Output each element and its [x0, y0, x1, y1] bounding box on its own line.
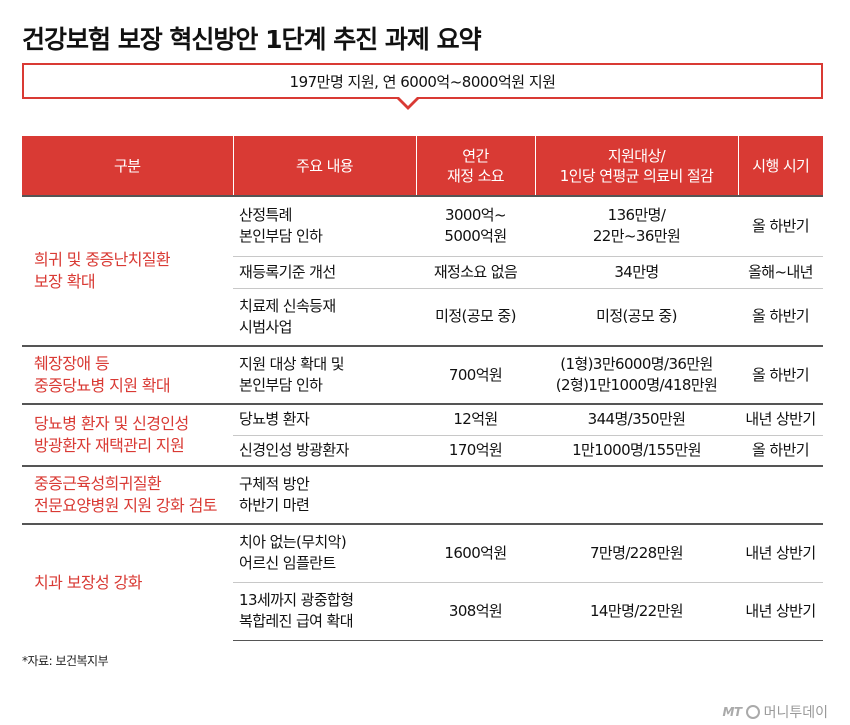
content-cell: 당뇨병 환자 — [233, 403, 416, 435]
header-cost-line2: 재정 소요 — [447, 166, 505, 185]
content-line: 복합레진 급여 확대 — [239, 612, 354, 630]
category-line: 희귀 및 중증난치질환 — [34, 250, 171, 269]
content-line: 지원 대상 확대 및 — [239, 355, 345, 373]
category-line: 췌장장애 등 — [34, 354, 110, 373]
page-title: 건강보험 보장 혁신방안 1단계 추진 과제 요약 — [22, 25, 482, 54]
target-cell: 14만명/22만원 — [535, 581, 738, 641]
category-line: 전문요양병원 지원 강화 검토 — [34, 496, 218, 515]
target-cell — [535, 465, 738, 524]
summary-callout: 197만명 지원, 연 6000억~8000억원 지원 — [22, 63, 823, 99]
target-cell: 1만1000명/155만원 — [535, 434, 738, 466]
category-line: 당뇨병 환자 및 신경인성 — [34, 414, 189, 433]
header-category: 구분 — [22, 136, 233, 196]
content-line: 본인부담 인하 — [239, 227, 323, 246]
content-line: 치료제 신속등재 — [239, 296, 336, 315]
content-line: 하반기 마련 — [239, 496, 310, 514]
cost-line: 3000억~ — [445, 206, 507, 225]
cost-cell: 308억원 — [416, 581, 535, 641]
table-header-row: 구분 주요 내용 연간 재정 소요 지원대상/1인당 연평균 의료비 절감 시행 … — [22, 136, 823, 196]
timing-cell — [738, 465, 823, 524]
target-line: 136만명/ — [607, 206, 666, 225]
table-row: 재등록기준 개선 재정소요 없음 34만명 올해~내년 — [22, 255, 823, 288]
target-cell: 미정(공모 중) — [535, 287, 738, 346]
table-row: 신경인성 방광환자 170억원 1만1000명/155만원 올 하반기 — [22, 434, 823, 466]
header-cost: 연간 재정 소요 — [415, 136, 535, 196]
header-content: 주요 내용 — [232, 136, 416, 196]
cost-cell: 1600억원 — [416, 523, 535, 582]
watermark-name: 머니투데이 — [763, 705, 828, 721]
category-dental: 치과 보장성 강화 — [22, 523, 233, 640]
summary-table: 구분 주요 내용 연간 재정 소요 지원대상/1인당 연평균 의료비 절감 시행 … — [22, 136, 823, 641]
target-line: (2형)1만1000명/418만원 — [555, 376, 718, 394]
table-row: 치과 보장성 강화 치아 없는(무치악) 어르신 임플란트 1600억원 7만명/… — [22, 523, 823, 640]
timing-cell: 올 하반기 — [738, 434, 823, 466]
timing-cell: 내년 상반기 — [738, 523, 823, 582]
category-line: 중증당뇨병 지원 확대 — [34, 376, 171, 395]
content-line: 산정특례 — [239, 206, 292, 225]
timing-cell: 올해~내년 — [738, 255, 823, 288]
callout-text: 197만명 지원, 연 6000억~8000억원 지원 — [289, 72, 556, 91]
content-line: 치아 없는(무치악) — [239, 533, 347, 552]
category-line: 중증근육성희귀질환 — [34, 474, 162, 493]
content-line: 본인부담 인하 — [239, 376, 323, 394]
content-cell: 재등록기준 개선 — [233, 255, 416, 288]
cost-cell: 700억원 — [416, 345, 535, 404]
cost-line: 5000억원 — [444, 227, 507, 246]
target-cell: 34만명 — [535, 255, 738, 288]
content-line: 13세까지 광중합형 — [239, 591, 354, 609]
watermark: MT 머니투데이 — [722, 702, 828, 722]
timing-cell: 내년 상반기 — [738, 581, 823, 641]
content-cell: 신경인성 방광환자 — [233, 434, 416, 466]
timing-cell: 올 하반기 — [738, 345, 823, 404]
target-cell: (1형)3만6000명/36만원 (2형)1만1000명/418만원 — [535, 345, 738, 404]
target-cell: 344명/350만원 — [535, 403, 738, 435]
timing-cell: 올 하반기 — [738, 195, 823, 256]
moneytoday-logo-icon — [745, 705, 760, 719]
target-line: (1형)3만6000명/36만원 — [560, 355, 713, 373]
cost-cell: 170억원 — [416, 434, 535, 466]
content-line: 구체적 방안 — [239, 475, 310, 493]
timing-cell: 내년 상반기 — [738, 403, 823, 435]
header-timing: 시행 시기 — [737, 136, 823, 196]
header-target: 지원대상/1인당 연평균 의료비 절감 — [534, 136, 738, 196]
source-note: *자료: 보건복지부 — [22, 654, 109, 668]
callout-pointer-fill — [398, 96, 418, 106]
cost-cell: 12억원 — [416, 403, 535, 435]
header-target-line1: 지원대상/ — [607, 146, 666, 165]
cost-cell: 미정(공모 중) — [416, 287, 535, 346]
header-cost-line1: 연간 — [462, 146, 489, 165]
mt-logo: MT — [722, 705, 742, 719]
timing-cell: 올 하반기 — [738, 287, 823, 346]
content-line: 시범사업 — [239, 317, 292, 336]
target-line: 22만~36만원 — [592, 227, 681, 246]
category-line: 방광환자 재택관리 지원 — [34, 436, 185, 455]
target-cell: 136만명/22만~36만원 — [535, 195, 738, 256]
cost-cell: 재정소요 없음 — [416, 255, 535, 288]
content-line: 어르신 임플란트 — [239, 554, 336, 573]
cost-cell — [416, 465, 535, 524]
target-cell: 7만명/228만원 — [535, 523, 738, 582]
cost-cell: 3000억~ 5000억원 — [416, 195, 535, 256]
content-cell: 치아 없는(무치악) 어르신 임플란트 — [233, 523, 416, 582]
header-target-line2: 1인당 연평균 의료비 절감 — [559, 166, 714, 185]
category-line: 보장 확대 — [34, 272, 96, 291]
